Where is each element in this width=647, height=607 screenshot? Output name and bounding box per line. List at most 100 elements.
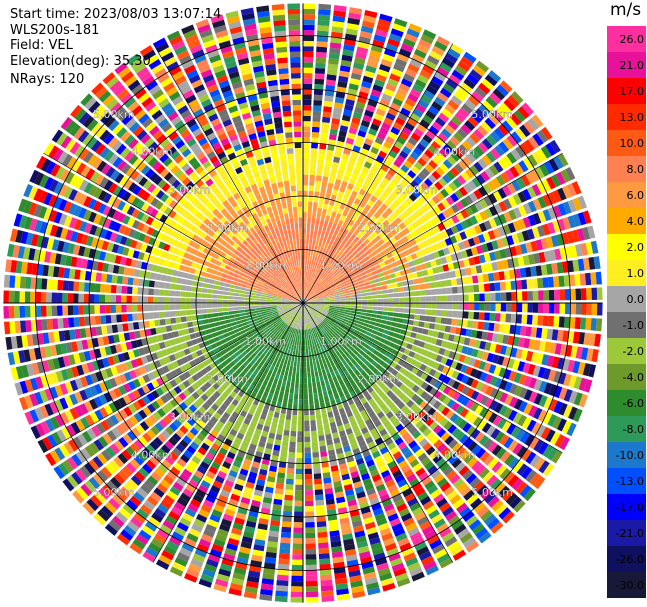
velocity-cell <box>325 79 336 87</box>
velocity-cell <box>363 179 372 187</box>
velocity-cell <box>331 267 337 273</box>
velocity-cell <box>310 261 314 267</box>
velocity-cell <box>334 96 345 104</box>
velocity-cell <box>277 423 284 430</box>
velocity-cell <box>335 213 342 220</box>
velocity-cell <box>319 316 324 321</box>
velocity-cell <box>483 438 494 450</box>
velocity-cell <box>432 361 440 370</box>
velocity-cell <box>476 330 483 339</box>
velocity-cell <box>345 342 351 348</box>
velocity-cell <box>350 310 356 314</box>
velocity-cell <box>429 387 438 396</box>
velocity-cell <box>596 287 603 300</box>
velocity-cell <box>308 311 312 317</box>
velocity-cell <box>425 504 438 515</box>
velocity-cell <box>186 315 193 322</box>
velocity-cell <box>309 317 313 323</box>
velocity-cell <box>396 339 403 346</box>
velocity-cell <box>446 287 453 294</box>
velocity-cell <box>314 326 318 333</box>
velocity-cell <box>517 191 527 203</box>
velocity-cell <box>333 184 340 191</box>
velocity-cell <box>543 290 550 301</box>
velocity-cell <box>355 101 366 110</box>
velocity-cell <box>336 283 342 288</box>
velocity-cell <box>316 337 321 343</box>
velocity-cell <box>289 365 293 372</box>
velocity-cell <box>377 298 384 303</box>
velocity-cell <box>406 215 415 224</box>
velocity-cell <box>563 388 573 402</box>
velocity-cell <box>518 374 527 386</box>
velocity-cell <box>413 353 421 361</box>
velocity-cell <box>407 117 418 127</box>
velocity-cell <box>285 365 290 372</box>
velocity-cell <box>337 335 343 341</box>
velocity-cell <box>340 158 348 166</box>
velocity-cell <box>306 295 311 300</box>
velocity-cell <box>447 540 461 552</box>
velocity-cell <box>350 352 356 359</box>
velocity-cell <box>292 409 298 416</box>
velocity-cell <box>409 58 422 69</box>
velocity-cell <box>595 318 603 332</box>
velocity-cell <box>311 294 317 298</box>
velocity-cell <box>512 257 520 268</box>
velocity-cell <box>436 522 449 534</box>
velocity-cell <box>325 367 330 374</box>
velocity-cell <box>313 94 323 101</box>
velocity-cell <box>463 437 474 449</box>
velocity-cell <box>344 257 351 264</box>
velocity-cell <box>244 306 250 310</box>
velocity-cell <box>456 175 467 185</box>
velocity-cell <box>411 272 418 279</box>
velocity-cell <box>547 207 557 220</box>
velocity-cell <box>275 373 280 380</box>
velocity-cell <box>452 261 460 270</box>
velocity-cell <box>326 372 332 380</box>
velocity-cell <box>148 312 155 320</box>
velocity-cell <box>516 303 523 313</box>
velocity-cell <box>548 315 555 327</box>
velocity-cell <box>552 416 563 430</box>
velocity-cell <box>361 472 371 481</box>
velocity-cell <box>340 269 346 275</box>
velocity-cell <box>335 91 346 99</box>
velocity-cell <box>382 311 389 316</box>
velocity-cell <box>484 373 493 384</box>
velocity-cell <box>321 312 327 317</box>
velocity-cell <box>451 318 458 326</box>
velocity-cell <box>277 472 286 479</box>
velocity-cell <box>455 212 465 222</box>
velocity-cell <box>312 446 319 453</box>
velocity-cell <box>389 326 397 332</box>
velocity-cell <box>314 245 318 252</box>
velocity-cell <box>492 88 506 101</box>
velocity-cell <box>444 124 456 135</box>
velocity-cell <box>326 277 332 283</box>
velocity-cell <box>446 170 456 181</box>
velocity-cell <box>346 374 353 382</box>
velocity-cell <box>502 511 515 524</box>
velocity-cell <box>465 541 480 553</box>
velocity-cell <box>328 133 337 141</box>
velocity-cell <box>369 266 376 272</box>
velocity-cell <box>488 364 497 374</box>
velocity-cell <box>239 312 246 317</box>
velocity-cell <box>469 477 481 489</box>
velocity-cell <box>440 256 448 265</box>
velocity-cell <box>503 211 512 223</box>
velocity-cell <box>486 332 494 342</box>
velocity-cell <box>381 532 394 542</box>
velocity-cell <box>507 222 516 234</box>
velocity-cell <box>343 248 349 255</box>
velocity-cell <box>474 370 483 380</box>
velocity-cell <box>318 296 324 299</box>
velocity-cell <box>513 207 522 219</box>
velocity-cell <box>323 170 330 178</box>
velocity-cell <box>333 277 339 283</box>
velocity-cell <box>331 118 341 125</box>
velocity-cell <box>505 492 518 506</box>
velocity-cell <box>403 469 414 478</box>
